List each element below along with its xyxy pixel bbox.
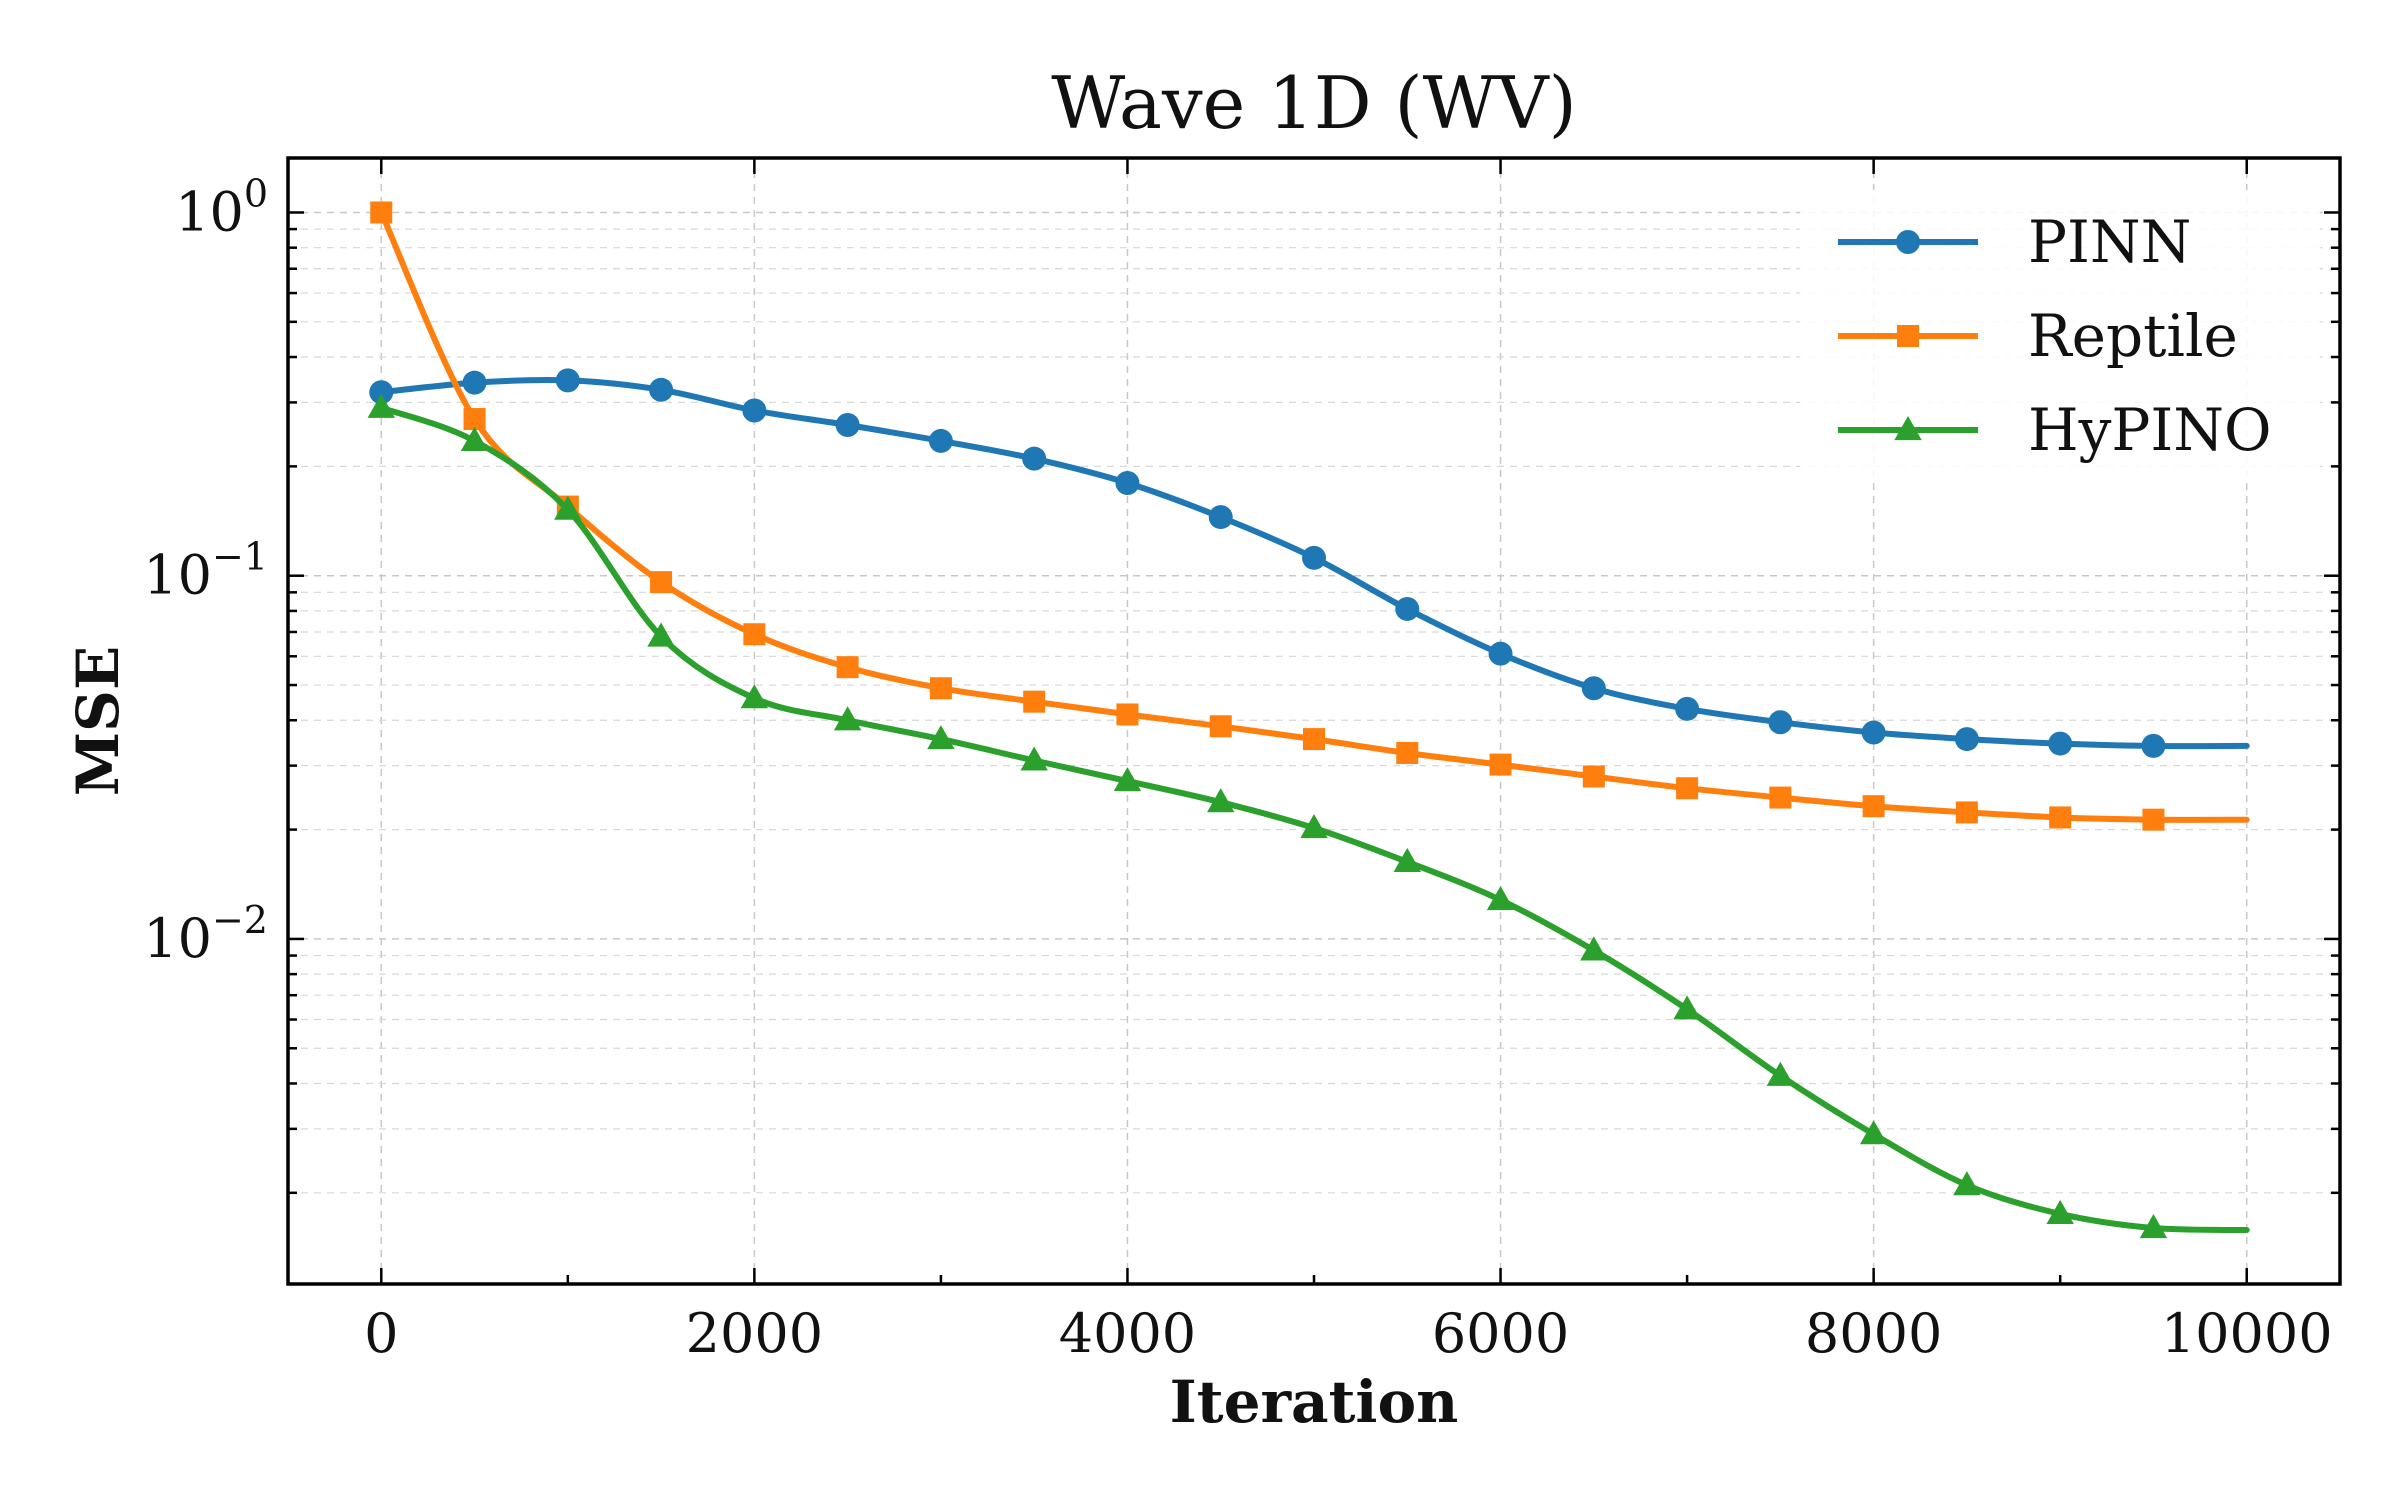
data-point-hypino [2046,1199,2074,1224]
data-point-reptile [1862,795,1885,818]
legend-label-reptile: Reptile [2028,302,2238,370]
data-point-reptile [1303,728,1325,751]
data-point-pinn [369,380,394,405]
data-point-reptile [1396,742,1419,765]
y-tick-label: 100 [175,171,268,243]
legend: PINN Reptile HyPINO [1800,190,2320,480]
data-point-pinn [1581,676,1606,701]
data-point-hypino [833,706,862,731]
legend-item-reptile: Reptile [1838,302,2238,370]
data-point-reptile [650,571,673,594]
series-line-reptile [378,209,2250,823]
data-point-reptile [1955,801,1978,824]
data-point-reptile [1023,690,1046,713]
data-point-pinn [1022,446,1047,471]
data-point-hypino [1673,995,1701,1020]
data-point-hypino [1486,885,1515,911]
axis-ticks: 0 2000 4000 6000 8000 10000 100 10−1 10−2 [143,158,2340,1365]
legend-label-pinn: PINN [2028,208,2191,276]
x-tick-label: 4000 [1059,1302,1196,1365]
data-point-pinn [1395,596,1420,621]
legend-marker-pinn [1896,230,1920,254]
x-tick-label: 8000 [1805,1302,1942,1365]
y-tick-label: 10−2 [143,898,268,970]
data-point-reptile [2142,808,2165,831]
data-point-reptile [836,656,859,679]
chart-title: Wave 1D (WV) [1051,61,1576,145]
x-tick-label: 6000 [1432,1302,1569,1365]
data-point-hypino [1020,746,1048,771]
x-axis-label: Iteration [1170,1368,1459,1436]
data-point-pinn [555,368,580,393]
legend-marker-reptile [1897,325,1919,347]
data-point-pinn [1861,720,1886,745]
data-point-hypino [1580,936,1608,961]
data-point-pinn [742,398,767,423]
data-point-pinn [1302,545,1326,570]
data-point-reptile [1489,753,1512,776]
data-point-hypino [927,725,955,750]
data-point-pinn [928,428,953,453]
series-hypino [367,393,2250,1239]
data-point-reptile [1769,786,1792,809]
data-point-hypino [1953,1171,1981,1196]
x-tick-label: 0 [364,1302,398,1365]
data-point-hypino [1859,1120,1888,1145]
x-tick-label: 2000 [686,1302,823,1365]
data-point-hypino [1300,814,1328,839]
data-point-hypino [1207,788,1235,813]
data-point-pinn [835,412,860,437]
y-tick-label: 10−1 [143,535,268,607]
data-point-pinn [2048,731,2073,756]
data-point-pinn [649,377,674,402]
data-point-hypino [2139,1214,2168,1239]
data-point-pinn [462,370,487,395]
data-point-pinn [1208,505,1233,530]
y-axis-label: MSE [64,646,132,796]
data-point-hypino [460,426,489,452]
data-point-reptile [929,677,952,700]
data-point-pinn [2141,733,2166,758]
series-layer [367,201,2250,1239]
data-point-reptile [370,201,393,224]
legend-marker-hypino [1894,416,1922,441]
series-pinn [369,368,2250,758]
data-point-pinn [1768,710,1793,735]
data-point-hypino [554,495,582,520]
data-point-reptile [1676,777,1699,800]
data-point-hypino [740,684,769,709]
data-point-reptile [1582,765,1605,788]
x-tick-label: 10000 [2161,1302,2333,1365]
data-point-pinn [1115,470,1140,495]
data-point-reptile [1116,703,1139,726]
data-point-pinn [1675,696,1700,721]
data-point-hypino [1393,847,1421,872]
data-point-hypino [1766,1061,1795,1086]
legend-label-hypino: HyPINO [2028,396,2272,464]
data-point-pinn [1488,641,1513,666]
data-point-pinn [1954,727,1979,752]
data-point-reptile [2049,806,2072,829]
legend-item-pinn: PINN [1838,208,2191,276]
data-point-reptile [463,408,486,431]
data-point-hypino [647,622,675,647]
data-point-hypino [1113,767,1142,792]
data-point-reptile [743,623,766,646]
data-point-hypino [367,393,395,418]
legend-item-hypino: HyPINO [1838,396,2272,464]
series-reptile [370,201,2250,831]
data-point-reptile [1209,715,1232,738]
